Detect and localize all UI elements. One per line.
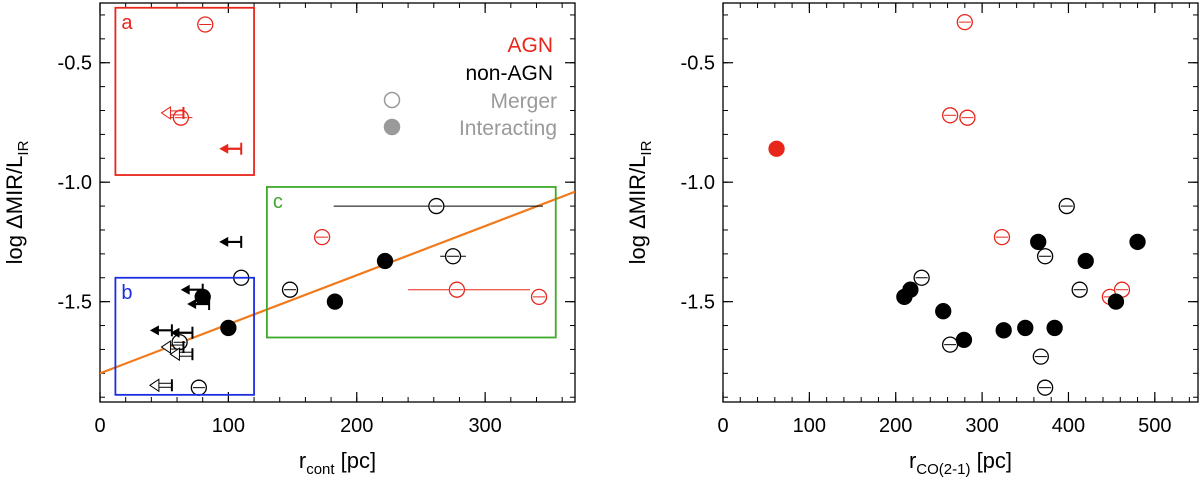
upper-limit-head [160, 340, 171, 354]
data-point-interacting [955, 331, 973, 349]
x-tick-label: 300 [965, 415, 998, 437]
left-panel: 0 100 200 300 -0.5 -1.0 -1.5 rcont [pc] log ΔMIR… [2, 2, 576, 478]
x-axis-label-unit: [pc] [970, 448, 1012, 473]
upper-limit-arrow [169, 347, 194, 362]
legend-agn: AGN [507, 34, 553, 57]
y-tick-label: -0.5 [681, 53, 715, 75]
upper-limit-head [149, 325, 159, 336]
data-point-interacting [326, 293, 344, 310]
upper-limit-head [219, 236, 229, 247]
x-tick-label: 0 [94, 415, 105, 437]
upper-limit-head [169, 347, 180, 362]
upper-limit-arrow [160, 340, 185, 354]
data-layer [100, 16, 575, 396]
upper-limit-arrow [187, 298, 211, 311]
data-point-interacting [1107, 293, 1125, 310]
upper-limit-head [187, 299, 197, 310]
x-axis-label-main: r [299, 448, 306, 473]
upper-limit-head [160, 105, 171, 120]
data-point-interacting [1030, 233, 1047, 251]
data-point-interacting [1017, 319, 1034, 337]
x-tick-label: 0 [717, 415, 728, 437]
data-point-interacting [376, 252, 394, 270]
upper-limit-arrow [148, 378, 173, 393]
y-tick-label: -0.5 [58, 53, 92, 75]
upper-limit-head [180, 284, 190, 295]
x-axis-label: rCO(2-1) [pc] [909, 448, 1012, 478]
upper-limit-arrow [219, 142, 243, 155]
legend-merger: Merger [490, 90, 557, 113]
data-point-interacting [935, 303, 952, 320]
data-point-interacting [768, 140, 785, 157]
region-box-label-c: c [273, 191, 283, 213]
x-axis-label-sub: CO(2-1) [916, 461, 970, 478]
plot-frame [99, 2, 576, 403]
x-tick-label: 500 [1138, 415, 1171, 437]
y-axis-label-main: log ΔMIR/L [625, 156, 650, 265]
region-box-a [114, 6, 255, 176]
legend-merger-icon [383, 91, 401, 109]
data-point-interacting [1077, 252, 1094, 270]
x-axis-label-unit: [pc] [335, 448, 377, 473]
x-tick-label: 100 [212, 415, 245, 437]
upper-limit-arrow [180, 283, 204, 296]
y-axis-label-sub: IR [638, 140, 655, 155]
region-box-c [265, 186, 557, 339]
upper-limit-arrow [170, 326, 194, 339]
region-box-label-a: a [121, 12, 133, 34]
x-axis-label: rcont [pc] [299, 448, 376, 478]
x-tick-label: 100 [793, 415, 826, 437]
data-point-interacting [1046, 319, 1063, 337]
y-axis-label-main: log ΔMIR/L [2, 156, 27, 265]
y-tick-label: -1.0 [681, 172, 715, 194]
x-tick-label: 200 [879, 415, 912, 437]
data-layer [768, 13, 1146, 396]
legend-nonagn: non-AGN [465, 62, 553, 85]
upper-limit-arrow [160, 105, 185, 120]
y-axis-label: log ΔMIR/LIR [625, 140, 655, 264]
plot-frame [722, 2, 1199, 403]
x-axis-label-main: r [909, 448, 916, 473]
x-axis-label-sub: cont [306, 461, 335, 478]
y-tick-label: -1.5 [681, 292, 715, 314]
right-panel: 0 100 200 300 400 500 -0.5 -1.0 -1.5 rCO(2-1) [pc… [625, 2, 1199, 478]
data-point-interacting [902, 281, 919, 298]
y-tick-label: -1.0 [58, 172, 92, 194]
data-point-interacting [1129, 233, 1146, 251]
y-axis-label-sub: IR [15, 140, 32, 155]
upper-limit-head [148, 378, 160, 393]
x-tick-label: 300 [468, 415, 501, 437]
y-tick-label: -1.5 [58, 292, 92, 314]
upper-limit-arrow [149, 324, 173, 337]
data-point-interacting [995, 322, 1012, 339]
legend-interacting: Interacting [459, 117, 557, 140]
x-tick-label: 200 [340, 415, 373, 437]
region-box-label-b: b [121, 282, 132, 304]
x-tick-label: 400 [1052, 415, 1085, 437]
y-axis-label: log ΔMIR/LIR [2, 140, 32, 264]
data-point-interacting [220, 319, 237, 337]
fit-line [100, 190, 575, 375]
upper-limit-arrow [219, 235, 243, 248]
upper-limit-head [219, 143, 229, 154]
region-box-b [114, 276, 255, 396]
legend-interacting-icon [383, 118, 401, 136]
upper-limit-head [170, 327, 180, 338]
